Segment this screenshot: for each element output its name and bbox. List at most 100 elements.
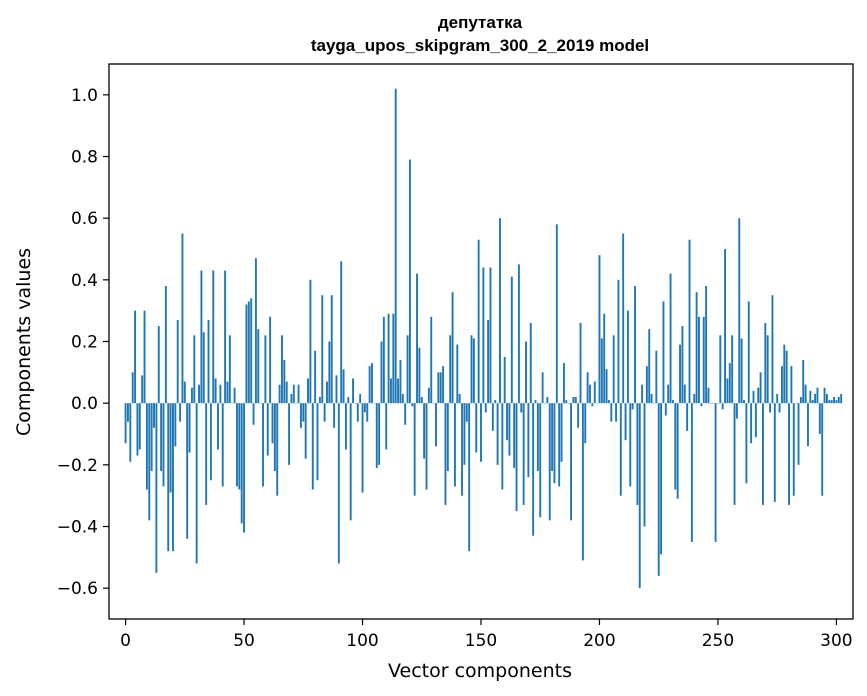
bar (150, 403, 153, 471)
bar (773, 403, 776, 502)
bar (411, 403, 414, 407)
bar (472, 338, 475, 404)
bar (307, 378, 309, 404)
bar (406, 335, 409, 404)
bar (482, 267, 485, 404)
bar (375, 403, 378, 468)
bar (200, 270, 203, 404)
bar (397, 378, 400, 404)
bar (186, 403, 189, 539)
bar (681, 326, 684, 404)
bar (219, 384, 222, 404)
bar (363, 403, 366, 413)
bar (785, 350, 788, 404)
bar (655, 350, 658, 404)
bar (262, 403, 264, 487)
bar (390, 378, 392, 404)
y-tick-label: 0.0 (71, 394, 98, 414)
plot-frame (108, 63, 854, 620)
bar (807, 403, 809, 447)
bar (361, 403, 364, 493)
bar (608, 400, 610, 404)
bar (318, 397, 321, 404)
bar (546, 397, 549, 404)
bar (134, 310, 137, 404)
bar (797, 403, 800, 465)
bar (316, 403, 319, 481)
bar (458, 393, 461, 404)
bar (127, 403, 129, 422)
bar (591, 403, 594, 407)
bar (221, 403, 224, 487)
bar (143, 310, 146, 404)
y-axis-ticks: −0.6 −0.4 −0.2 0.0 0.2 0.4 0.6 0.8 1.0 (57, 86, 109, 599)
bar (529, 323, 532, 404)
y-tick-label: 0.4 (71, 271, 98, 291)
bar (399, 360, 402, 404)
bar (517, 264, 520, 404)
bar (624, 403, 627, 441)
bar (281, 335, 283, 404)
bar (778, 403, 781, 413)
bar (724, 249, 726, 404)
bar (833, 397, 835, 404)
bar (752, 390, 755, 404)
x-axis-label: Vector components (388, 660, 572, 682)
bar (385, 403, 388, 450)
bar (733, 403, 736, 505)
bar (179, 403, 182, 422)
bar (138, 403, 141, 450)
bar (534, 400, 537, 404)
bar (835, 400, 838, 404)
bar (378, 403, 381, 465)
bar (233, 387, 236, 404)
bar (427, 387, 430, 404)
bar (638, 403, 641, 589)
bar (209, 403, 212, 481)
bar (515, 403, 518, 512)
bar (352, 378, 354, 404)
bar (693, 393, 696, 404)
bar (413, 403, 416, 496)
bar (214, 378, 217, 404)
bar (148, 403, 151, 521)
bar (600, 338, 603, 404)
bar (769, 403, 772, 413)
bar (617, 279, 620, 404)
bar (368, 366, 371, 404)
bar (172, 403, 174, 552)
bar (532, 403, 535, 536)
bar (667, 384, 670, 404)
bar (771, 295, 774, 404)
bar (714, 403, 717, 542)
bar (487, 319, 490, 404)
bar (745, 403, 748, 484)
bar (562, 363, 565, 404)
bar (828, 400, 831, 404)
bar (387, 313, 390, 404)
bar (328, 341, 331, 404)
bar (776, 393, 779, 404)
bar (527, 403, 530, 478)
bar (290, 393, 293, 404)
bar (335, 375, 338, 404)
x-axis-ticks: 0 50 100 150 200 250 300 (120, 619, 853, 651)
bar (626, 310, 629, 404)
bar (513, 403, 516, 468)
bar (818, 403, 821, 434)
bar (581, 403, 584, 561)
bar (598, 255, 601, 404)
bar (359, 393, 362, 404)
y-tick-label: −0.6 (57, 579, 98, 599)
bar (802, 360, 805, 404)
bar (584, 403, 587, 444)
bar (631, 403, 634, 410)
y-tick-label: 0.8 (71, 148, 98, 168)
bar (456, 344, 459, 404)
bar (539, 403, 542, 518)
bar (700, 403, 703, 407)
bar (553, 403, 556, 484)
bar (371, 363, 373, 404)
bar (392, 313, 395, 404)
bar (435, 403, 437, 447)
